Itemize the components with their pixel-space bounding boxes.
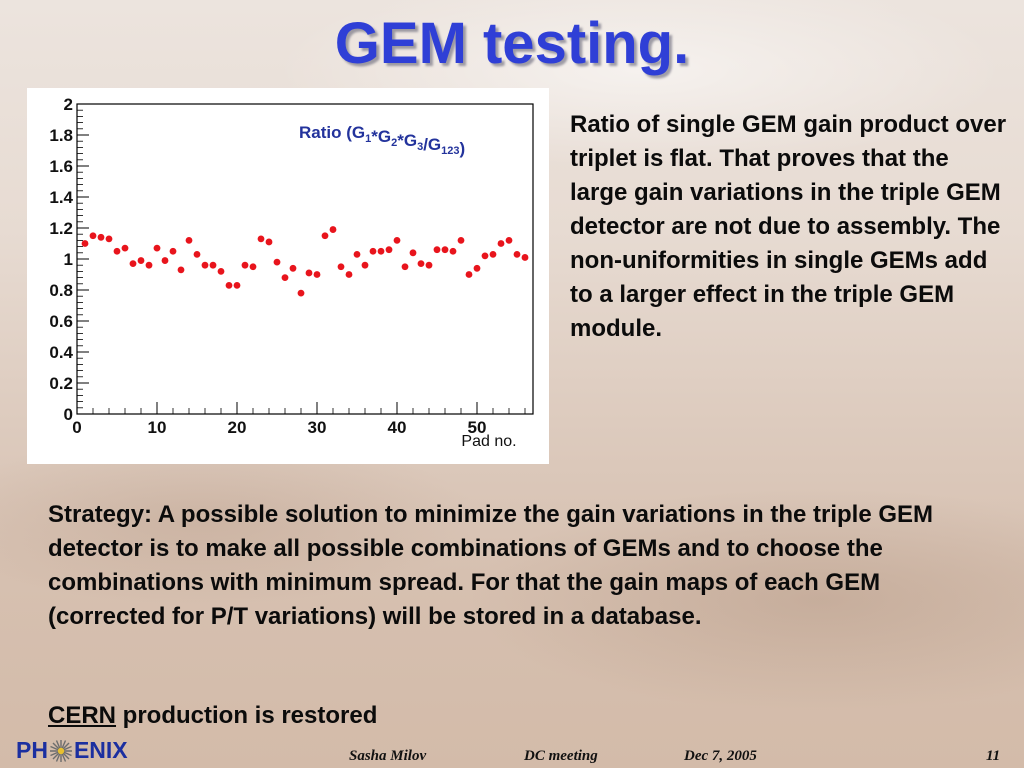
x-tick-label: 30 [308, 418, 327, 437]
data-point [265, 238, 273, 246]
cern-status: CERN production is restored [48, 702, 377, 730]
data-point [361, 261, 369, 269]
data-point [497, 240, 505, 247]
data-point [401, 263, 409, 271]
data-point [145, 261, 153, 269]
x-tick-label: 10 [148, 418, 167, 437]
footer-author: Sasha Milov [349, 748, 427, 764]
data-point [81, 240, 89, 247]
data-point [257, 235, 265, 243]
data-point [353, 250, 361, 258]
strategy-text: Strategy: A possible solution to minimiz… [48, 501, 933, 630]
data-point [329, 226, 337, 233]
data-point [233, 281, 241, 289]
data-point [177, 266, 185, 274]
data-point [137, 257, 145, 264]
data-point [185, 237, 193, 244]
data-point [97, 233, 105, 241]
y-tick-label: 1.4 [49, 188, 73, 207]
data-point [513, 250, 521, 258]
x-tick-label: 20 [228, 418, 247, 437]
data-point [297, 289, 305, 297]
data-point [521, 254, 529, 261]
data-point [105, 235, 113, 243]
data-point [345, 271, 353, 278]
data-point [457, 237, 465, 244]
y-tick-label: 0.4 [49, 343, 73, 362]
data-point [481, 252, 489, 260]
y-tick-label: 1.8 [49, 126, 73, 145]
y-tick-label: 0.6 [49, 312, 73, 331]
data-point [281, 274, 289, 281]
data-point [169, 247, 177, 255]
data-point [289, 264, 297, 272]
data-point [393, 237, 401, 244]
data-point [129, 260, 137, 268]
data-point [369, 247, 377, 255]
logo-right: ENIX [73, 737, 128, 763]
data-point [201, 261, 209, 269]
logo-left: PH [16, 737, 48, 763]
data-point [305, 269, 313, 277]
data-point [89, 232, 97, 240]
data-point [249, 263, 257, 271]
data-point [425, 261, 433, 269]
data-point [505, 237, 513, 244]
data-point [449, 247, 457, 255]
slide-title: GEM testing. [334, 11, 690, 76]
chart-title: Ratio (G1*G2*G3/G123) [299, 123, 465, 158]
data-point [313, 271, 321, 278]
data-point [377, 247, 385, 255]
cern-rest: production is restored [116, 702, 378, 729]
data-point [113, 247, 121, 255]
ratio-plot: 0 0.2 0.4 0.6 0.8 1 1.2 1.4 1.6 1.8 2 0 10 20 30 40 50 R… [27, 88, 549, 464]
footer-date: Dec 7, 2005 [684, 748, 757, 764]
data-point [153, 244, 161, 252]
y-tick-label: 2 [64, 95, 73, 114]
x-tick-label: 40 [388, 418, 407, 437]
description-text: Ratio of single GEM gain product over tr… [570, 111, 1007, 342]
data-point [385, 246, 393, 254]
y-tick-label: 0.8 [49, 281, 73, 300]
data-point [473, 264, 481, 272]
footer-page-number: 11 [986, 748, 1001, 764]
ratio-scatter-chart: 00.20.40.60.811.21.41.61.820 10 20 30 40 50 R… [49, 95, 534, 450]
data-point [225, 281, 233, 289]
cern-word: CERN [48, 702, 117, 729]
y-tick-label: 1.2 [49, 219, 73, 238]
data-point [417, 260, 425, 268]
data-point [161, 257, 169, 264]
data-point [409, 249, 417, 257]
y-tick-label: 1 [64, 250, 73, 269]
sunburst-icon [49, 739, 72, 762]
data-point [193, 250, 201, 258]
y-tick-label: 0.2 [49, 374, 73, 393]
data-point [441, 246, 449, 254]
x-axis-label: Pad no. [461, 433, 516, 450]
data-point [209, 261, 217, 269]
data-point [337, 263, 345, 271]
phenix-logo: PH ENIX [16, 737, 128, 764]
data-point [433, 246, 441, 254]
data-point [321, 232, 329, 240]
data-point [217, 268, 225, 275]
data-point [273, 258, 281, 266]
y-tick-label: 0 [64, 405, 73, 424]
y-tick-label: 1.6 [49, 157, 73, 176]
data-point [241, 261, 249, 269]
x-tick-label: 50 [468, 418, 487, 437]
data-point [121, 244, 129, 252]
data-point [489, 250, 497, 258]
x-tick-label: 0 [72, 418, 81, 437]
data-point [465, 271, 473, 278]
footer-meeting: DC meeting [524, 748, 598, 764]
